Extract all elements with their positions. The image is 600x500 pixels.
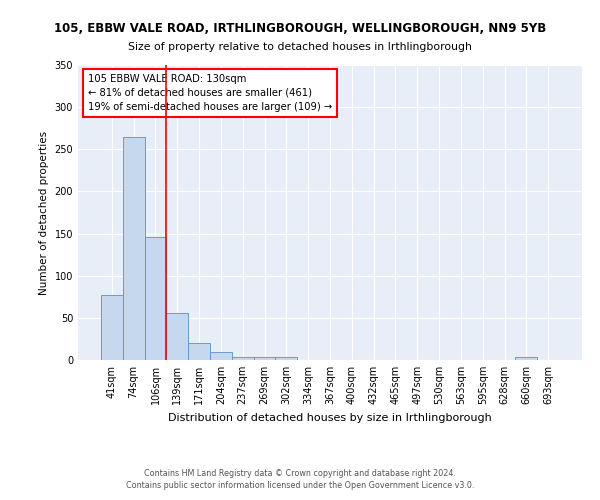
Bar bbox=[210, 352, 232, 360]
Text: Size of property relative to detached houses in Irthlingborough: Size of property relative to detached ho… bbox=[128, 42, 472, 52]
X-axis label: Distribution of detached houses by size in Irthlingborough: Distribution of detached houses by size … bbox=[168, 412, 492, 422]
Text: 105, EBBW VALE ROAD, IRTHLINGBOROUGH, WELLINGBOROUGH, NN9 5YB: 105, EBBW VALE ROAD, IRTHLINGBOROUGH, WE… bbox=[54, 22, 546, 36]
Bar bbox=[254, 356, 275, 360]
Bar bbox=[166, 313, 188, 360]
Bar bbox=[123, 136, 145, 360]
Bar bbox=[232, 356, 254, 360]
Bar bbox=[145, 237, 166, 360]
Text: 105 EBBW VALE ROAD: 130sqm
← 81% of detached houses are smaller (461)
19% of sem: 105 EBBW VALE ROAD: 130sqm ← 81% of deta… bbox=[88, 74, 332, 112]
Bar bbox=[101, 295, 123, 360]
Bar bbox=[275, 358, 297, 360]
Text: Contains HM Land Registry data © Crown copyright and database right 2024.
Contai: Contains HM Land Registry data © Crown c… bbox=[126, 468, 474, 490]
Y-axis label: Number of detached properties: Number of detached properties bbox=[39, 130, 49, 294]
Bar bbox=[188, 343, 210, 360]
Bar bbox=[515, 358, 537, 360]
